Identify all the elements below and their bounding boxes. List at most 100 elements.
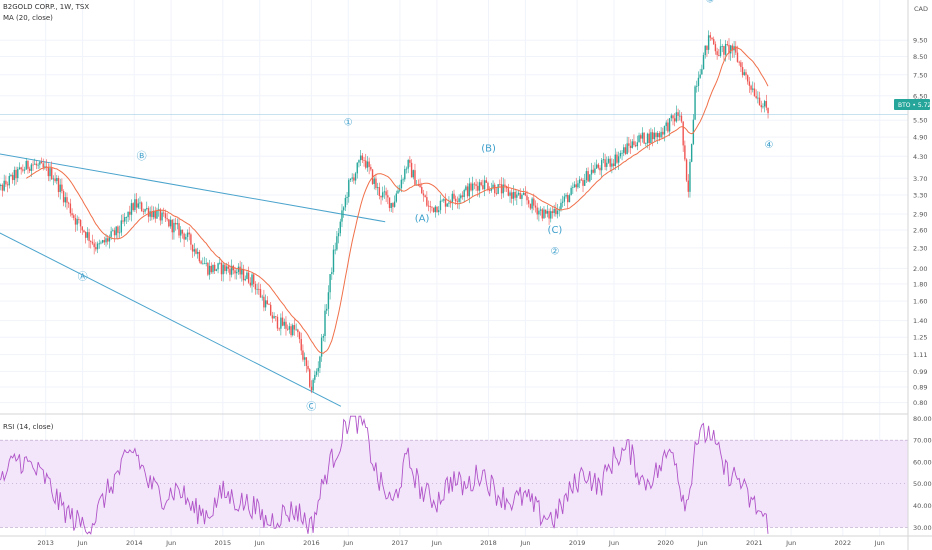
candle-body bbox=[0, 184, 2, 187]
candle-body bbox=[37, 164, 39, 166]
candle-body bbox=[713, 39, 715, 45]
candle-body bbox=[356, 162, 358, 174]
candle-body bbox=[358, 160, 360, 163]
candle-body bbox=[42, 163, 44, 168]
candle-body bbox=[103, 240, 106, 243]
candle-body bbox=[190, 234, 192, 245]
price-tick-label: 6.50 bbox=[913, 92, 927, 100]
wave-labels[interactable]: Ⓐ Ⓑ Ⓒ ① (A) (B) (C) ② ③ ④ bbox=[78, 0, 774, 413]
candle-body bbox=[307, 365, 309, 370]
candle-body bbox=[760, 105, 762, 108]
candle-body bbox=[556, 210, 559, 215]
candle-body bbox=[500, 184, 503, 194]
candle-body bbox=[268, 304, 270, 306]
time-tick-label: Jun bbox=[874, 539, 885, 547]
candle-body bbox=[402, 179, 404, 181]
candle-body bbox=[449, 202, 452, 204]
candle-body bbox=[460, 195, 462, 199]
candle-body bbox=[229, 268, 231, 275]
candle-body bbox=[544, 209, 547, 214]
candle-body bbox=[69, 203, 72, 214]
candle-body bbox=[461, 195, 464, 197]
candle-body bbox=[561, 201, 564, 203]
candle-body bbox=[339, 221, 341, 234]
candle-body bbox=[331, 272, 333, 275]
candle-body bbox=[650, 132, 652, 144]
candle-body bbox=[8, 175, 10, 186]
candle-body bbox=[568, 195, 571, 203]
candle-body bbox=[290, 326, 292, 336]
time-tick-label: 2020 bbox=[657, 539, 674, 547]
candle-body bbox=[624, 147, 627, 154]
candle-body bbox=[64, 197, 66, 203]
moving-average-line[interactable] bbox=[25, 46, 769, 354]
candlestick-series[interactable] bbox=[0, 30, 769, 394]
time-tick-label: Jun bbox=[76, 539, 87, 547]
candle-body bbox=[47, 167, 50, 177]
candle-body bbox=[115, 226, 117, 236]
candle-body bbox=[580, 179, 583, 181]
candle-body bbox=[173, 222, 175, 233]
candle-body bbox=[76, 219, 78, 225]
candle-body bbox=[361, 155, 364, 161]
candle-body bbox=[215, 269, 218, 271]
candle-body bbox=[755, 96, 757, 98]
rsi-axis[interactable]: 80.00 70.00 60.00 50.00 40.00 30.00 bbox=[913, 415, 932, 532]
candle-body bbox=[244, 278, 246, 281]
candle-body bbox=[427, 205, 430, 207]
candle-body bbox=[690, 143, 693, 162]
candle-body bbox=[748, 81, 751, 86]
candle-body bbox=[636, 142, 639, 147]
price-tick-label: 0.99 bbox=[913, 368, 927, 376]
candle-body bbox=[526, 195, 528, 201]
candle-body bbox=[609, 158, 611, 167]
candle-body bbox=[25, 161, 27, 170]
candle-body bbox=[273, 316, 275, 319]
candle-body bbox=[643, 132, 645, 144]
ma-indicator-label[interactable]: MA (20, close) bbox=[3, 14, 53, 22]
candle-body bbox=[463, 190, 465, 197]
candle-body bbox=[694, 86, 696, 120]
candle-body bbox=[718, 55, 720, 56]
candle-body bbox=[455, 198, 457, 202]
candle-body bbox=[124, 217, 126, 222]
candle-body bbox=[575, 184, 577, 188]
candle-body bbox=[285, 321, 287, 329]
rsi-line[interactable] bbox=[0, 415, 769, 535]
candle-body bbox=[96, 243, 99, 250]
candle-body bbox=[758, 97, 761, 106]
candle-body bbox=[679, 115, 681, 117]
candle-body bbox=[638, 135, 640, 143]
candle-body bbox=[256, 288, 258, 290]
candle-body bbox=[56, 178, 58, 182]
candle-body bbox=[181, 229, 184, 234]
price-tick-label: 8.50 bbox=[913, 53, 927, 61]
candle-body bbox=[628, 143, 630, 146]
candle-body bbox=[657, 133, 659, 138]
candle-body bbox=[225, 266, 228, 272]
candle-body bbox=[90, 240, 92, 242]
trendlines[interactable] bbox=[0, 153, 386, 407]
candle-body bbox=[696, 85, 698, 87]
candle-body bbox=[716, 51, 718, 56]
price-axis[interactable]: 9.50 8.50 7.50 6.50 5.50 4.90 4.30 3.70 3.30 2.90… bbox=[913, 37, 927, 407]
candle-body bbox=[606, 162, 608, 167]
candle-body bbox=[736, 52, 739, 62]
candle-body bbox=[480, 182, 482, 186]
candle-body bbox=[707, 35, 710, 50]
candle-body bbox=[502, 184, 504, 194]
candle-body bbox=[205, 262, 207, 264]
candle-body bbox=[626, 143, 628, 154]
candle-body bbox=[62, 191, 65, 203]
rsi-indicator-label[interactable]: RSI (14, close) bbox=[3, 423, 54, 431]
candle-body bbox=[132, 203, 134, 211]
candle-body bbox=[258, 288, 260, 290]
candle-body bbox=[757, 97, 759, 99]
candle-body bbox=[295, 329, 297, 331]
wave-label: ④ bbox=[765, 140, 774, 151]
candle-body bbox=[572, 187, 574, 188]
candle-body bbox=[709, 35, 712, 38]
candle-body bbox=[589, 174, 591, 182]
time-axis[interactable]: 2013 Jun 2014 Jun 2015 Jun 2016 Jun 2017 Jun 2018 J… bbox=[37, 539, 884, 547]
